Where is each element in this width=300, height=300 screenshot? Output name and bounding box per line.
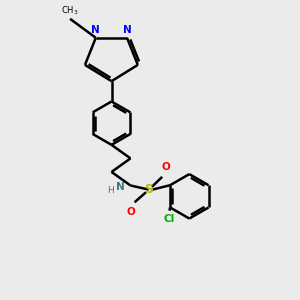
Text: H: H	[107, 186, 114, 195]
Text: Cl: Cl	[163, 214, 174, 224]
Text: N: N	[116, 182, 124, 192]
Text: O: O	[127, 207, 135, 217]
Text: O: O	[162, 163, 171, 172]
Text: N: N	[123, 25, 131, 35]
Text: S: S	[144, 183, 153, 196]
Text: N: N	[92, 25, 100, 35]
Text: CH$_3$: CH$_3$	[61, 4, 79, 17]
